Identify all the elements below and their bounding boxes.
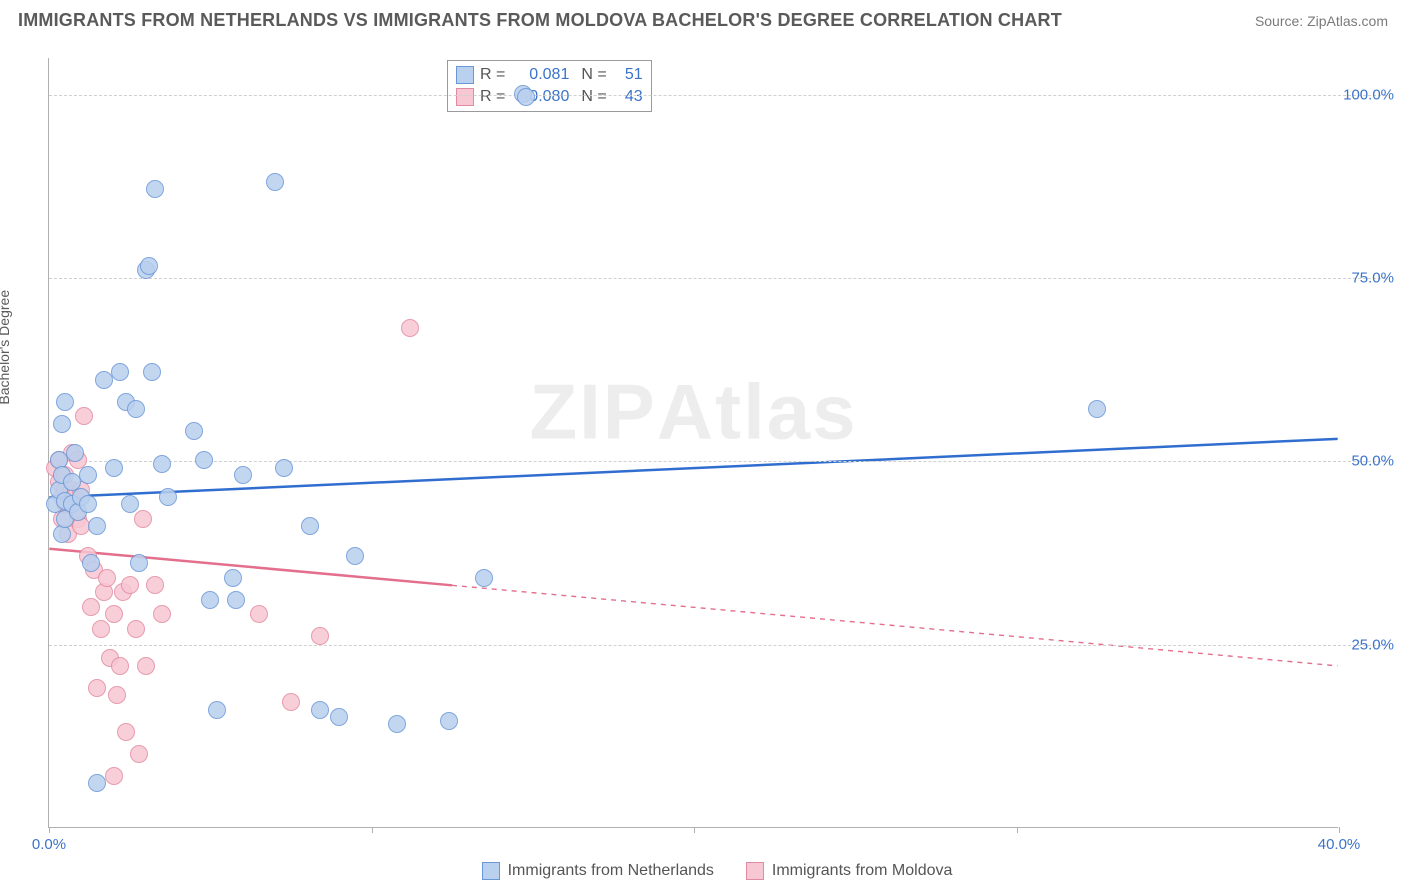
scatter-point-netherlands xyxy=(153,455,171,473)
chart-area: Bachelor's Degree ZIPAtlas R = 0.081 N =… xyxy=(48,58,1386,850)
legend-item-moldova: Immigrants from Moldova xyxy=(746,862,953,880)
scatter-point-moldova xyxy=(250,605,268,623)
source-attribution: Source: ZipAtlas.com xyxy=(1255,13,1388,29)
scatter-point-netherlands xyxy=(79,466,97,484)
scatter-point-netherlands xyxy=(121,495,139,513)
x-tick-label: 40.0% xyxy=(1318,836,1361,853)
scatter-point-moldova xyxy=(92,620,110,638)
swatch-netherlands xyxy=(482,862,500,880)
scatter-point-netherlands xyxy=(301,517,319,535)
x-tick xyxy=(694,827,695,833)
scatter-point-netherlands xyxy=(185,422,203,440)
scatter-point-netherlands xyxy=(146,180,164,198)
scatter-point-moldova xyxy=(127,620,145,638)
x-tick xyxy=(1339,827,1340,833)
scatter-point-netherlands xyxy=(79,495,97,513)
plot-region: ZIPAtlas R = 0.081 N = 51 R = -0.080 N =… xyxy=(48,58,1338,828)
grid-line xyxy=(49,278,1386,279)
scatter-point-moldova xyxy=(82,598,100,616)
scatter-point-netherlands xyxy=(159,488,177,506)
scatter-point-netherlands xyxy=(66,444,84,462)
scatter-point-netherlands xyxy=(224,569,242,587)
scatter-point-netherlands xyxy=(88,774,106,792)
scatter-point-netherlands xyxy=(234,466,252,484)
scatter-point-netherlands xyxy=(208,701,226,719)
scatter-point-moldova xyxy=(98,569,116,587)
legend-series: Immigrants from Netherlands Immigrants f… xyxy=(48,862,1386,880)
scatter-point-netherlands xyxy=(1088,400,1106,418)
swatch-moldova xyxy=(746,862,764,880)
y-tick-label: 100.0% xyxy=(1343,86,1394,103)
scatter-point-netherlands xyxy=(311,701,329,719)
scatter-point-netherlands xyxy=(195,451,213,469)
scatter-point-moldova xyxy=(146,576,164,594)
scatter-point-moldova xyxy=(282,693,300,711)
scatter-point-netherlands xyxy=(275,459,293,477)
x-tick xyxy=(49,827,50,833)
y-tick-label: 25.0% xyxy=(1351,636,1394,653)
scatter-point-netherlands xyxy=(517,88,535,106)
x-tick xyxy=(372,827,373,833)
scatter-point-netherlands xyxy=(143,363,161,381)
scatter-point-netherlands xyxy=(140,257,158,275)
scatter-point-moldova xyxy=(401,319,419,337)
scatter-point-moldova xyxy=(153,605,171,623)
scatter-point-moldova xyxy=(108,686,126,704)
x-tick xyxy=(1017,827,1018,833)
scatter-point-moldova xyxy=(311,627,329,645)
grid-line xyxy=(49,645,1386,646)
regression-lines xyxy=(49,58,1338,827)
y-tick-label: 50.0% xyxy=(1351,453,1394,470)
scatter-point-moldova xyxy=(130,745,148,763)
scatter-point-netherlands xyxy=(227,591,245,609)
chart-title: IMMIGRANTS FROM NETHERLANDS VS IMMIGRANT… xyxy=(18,10,1062,31)
y-tick-label: 75.0% xyxy=(1351,270,1394,287)
x-tick-label: 0.0% xyxy=(32,836,66,853)
scatter-point-netherlands xyxy=(130,554,148,572)
scatter-point-netherlands xyxy=(127,400,145,418)
scatter-point-moldova xyxy=(105,605,123,623)
scatter-point-netherlands xyxy=(88,517,106,535)
scatter-point-moldova xyxy=(88,679,106,697)
grid-line xyxy=(49,461,1386,462)
scatter-point-moldova xyxy=(105,767,123,785)
scatter-point-netherlands xyxy=(346,547,364,565)
scatter-point-moldova xyxy=(117,723,135,741)
scatter-point-moldova xyxy=(134,510,152,528)
scatter-point-netherlands xyxy=(330,708,348,726)
grid-line xyxy=(49,95,1386,96)
scatter-point-netherlands xyxy=(266,173,284,191)
scatter-point-moldova xyxy=(75,407,93,425)
scatter-point-netherlands xyxy=(388,715,406,733)
scatter-point-netherlands xyxy=(440,712,458,730)
scatter-point-netherlands xyxy=(82,554,100,572)
y-axis-label: Bachelor's Degree xyxy=(0,290,12,405)
scatter-point-moldova xyxy=(121,576,139,594)
scatter-point-moldova xyxy=(137,657,155,675)
scatter-point-netherlands xyxy=(201,591,219,609)
scatter-point-netherlands xyxy=(56,393,74,411)
scatter-point-netherlands xyxy=(475,569,493,587)
scatter-point-netherlands xyxy=(105,459,123,477)
legend-item-netherlands: Immigrants from Netherlands xyxy=(482,862,714,880)
scatter-point-moldova xyxy=(111,657,129,675)
scatter-point-netherlands xyxy=(111,363,129,381)
scatter-point-netherlands xyxy=(53,415,71,433)
